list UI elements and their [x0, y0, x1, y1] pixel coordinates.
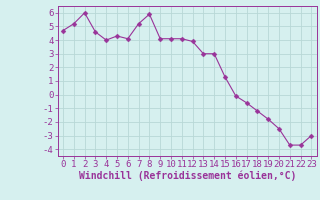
X-axis label: Windchill (Refroidissement éolien,°C): Windchill (Refroidissement éolien,°C) — [78, 171, 296, 181]
